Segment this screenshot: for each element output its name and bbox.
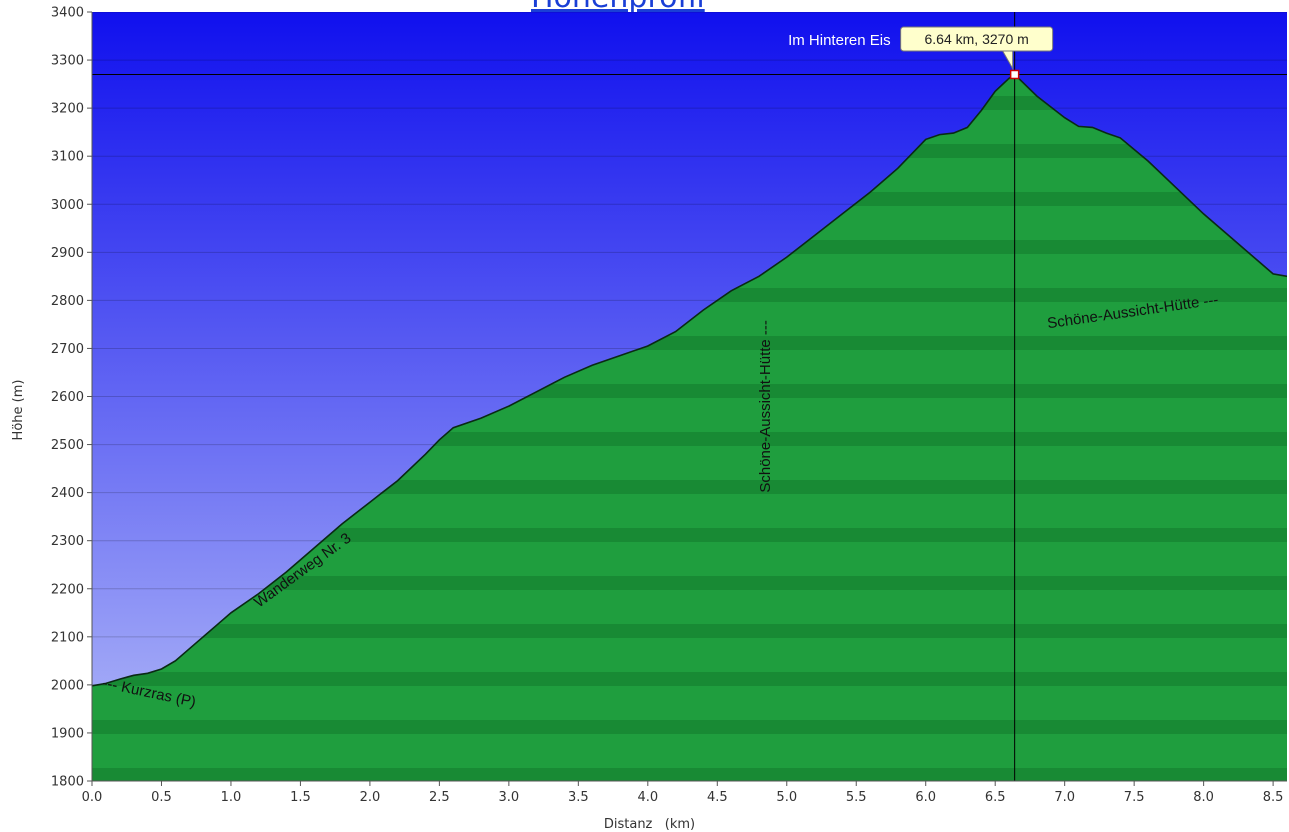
x-tick-label: 1.0 [221,790,242,805]
x-tick-label: 3.0 [499,790,520,805]
x-axis-title: Distanz (km) [604,817,695,832]
y-tick-label: 3100 [51,150,84,165]
y-tick-label: 2800 [51,294,84,309]
y-axis-title: Höhe (m) [11,380,26,441]
x-tick-label: 0.0 [82,790,103,805]
x-tick-label: 6.5 [985,790,1006,805]
tooltip-value: 6.64 km, 3270 m [925,31,1029,47]
y-tick-label: 2100 [51,630,84,645]
y-tick-label: 2300 [51,534,84,549]
trail-annotation: Schöne-Aussicht-Hütte --- [757,320,774,493]
overlay: Im Hinteren Eis 6.64 km, 3270 m [788,26,1054,80]
x-tick-label: 1.5 [290,790,311,805]
tooltip-box [900,26,1054,52]
page-title[interactable]: Höhenprofil [531,0,705,15]
elevation-area [92,74,1287,781]
y-tick-label: 2600 [51,390,84,405]
y-tick-label: 3300 [51,54,84,69]
x-tick-label: 4.0 [637,790,658,805]
y-tick-label: 3200 [51,102,84,117]
y-tick-label: 3000 [51,198,84,213]
x-tick-label: 5.5 [846,790,867,805]
x-tick-label: 2.5 [429,790,450,805]
x-tick-label: 3.5 [568,790,589,805]
y-tick-label: 2400 [51,486,84,501]
x-tick-label: 0.5 [151,790,172,805]
y-tick-label: 2500 [51,438,84,453]
y-tick-label: 2700 [51,342,84,357]
x-tick-label: 6.0 [915,790,936,805]
x-tick-label: 7.0 [1054,790,1075,805]
y-tick-label: 2200 [51,582,84,597]
y-tick-label: 3400 [51,6,84,21]
x-tick-label: 8.5 [1263,790,1284,805]
plot-area: --- Kurzras (P)Wanderweg Nr. 3Schöne-Aus… [92,12,1287,781]
summit-marker[interactable] [1009,69,1020,80]
x-tick-label: 4.5 [707,790,728,805]
summit-name: Im Hinteren Eis [788,32,891,49]
axes: 0.0 0.5 1.0 1.5 2.0 2.5 3.0 3.5 4.0 4.5 5.0 5.5 6.0 6… [11,6,1287,832]
y-tick-label: 1800 [51,775,84,790]
y-tick-label: 2000 [51,678,84,693]
x-tick-label: 7.5 [1124,790,1145,805]
elevation-line [92,73,1287,687]
y-tick-label: 1900 [51,726,84,741]
x-tick-label: 2.0 [360,790,381,805]
y-tick-label: 2900 [51,246,84,261]
x-tick-label: 8.0 [1193,790,1214,805]
x-tick-label: 5.0 [776,790,797,805]
